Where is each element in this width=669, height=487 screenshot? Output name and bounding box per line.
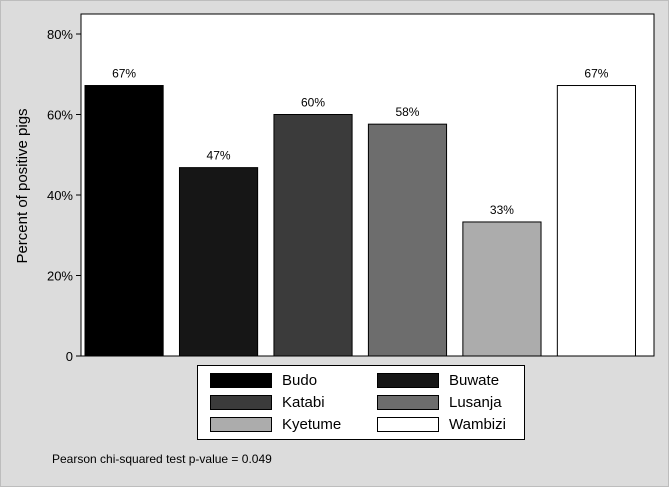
bar-kyetume: [462, 221, 542, 357]
y-tick-label: 0: [66, 349, 73, 364]
y-tick-label: 60%: [47, 108, 73, 123]
data-label-wambizi: 67%: [584, 67, 608, 81]
legend-swatch: [377, 417, 439, 432]
data-label-budo: 67%: [112, 67, 136, 81]
legend-label: Budo: [282, 372, 318, 389]
legend: Budo Buwate Katabi Lusanja Kyetume Wambizi: [197, 365, 525, 440]
legend-label: Buwate: [449, 372, 500, 389]
bar-budo: [84, 85, 164, 357]
legend-swatch: [210, 417, 272, 432]
data-label-buwate: 47%: [207, 149, 231, 163]
bar-wambizi: [556, 85, 636, 357]
data-label-katabi: 60%: [301, 96, 325, 110]
bar-katabi: [273, 114, 353, 357]
y-axis: 0 20% 40% 60% 80%: [47, 27, 81, 364]
legend-swatch: [377, 373, 439, 388]
data-labels-group: 67% 47% 60% 58% 33% 67%: [112, 67, 609, 217]
y-axis-title: Percent of positive pigs: [14, 108, 31, 263]
legend-label: Lusanja: [449, 394, 502, 411]
legend-label: Wambizi: [449, 416, 506, 433]
legend-label: Kyetume: [282, 416, 342, 433]
legend-label: Katabi: [282, 394, 325, 411]
y-tick-label: 20%: [47, 269, 73, 284]
legend-swatch: [210, 373, 272, 388]
bar-lusanja: [367, 123, 448, 357]
legend-swatch: [377, 395, 439, 410]
bar-buwate: [178, 167, 259, 357]
bars-group: [84, 85, 636, 357]
y-tick-label: 80%: [47, 27, 73, 42]
footnote: Pearson chi-squared test p-value = 0.049: [52, 452, 272, 466]
data-label-kyetume: 33%: [490, 203, 514, 217]
y-tick-label: 40%: [47, 188, 73, 203]
legend-swatch: [210, 395, 272, 410]
data-label-lusanja: 58%: [395, 105, 419, 119]
